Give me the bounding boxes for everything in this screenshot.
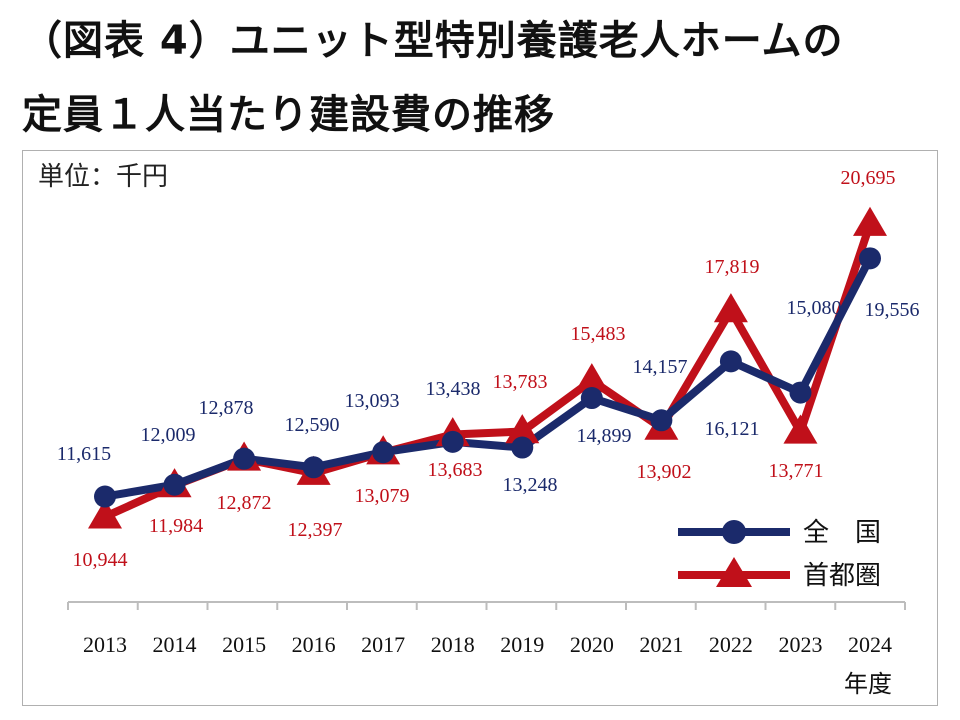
data-label-metro-2020: 15,483 (571, 323, 626, 345)
data-label-metro-2018: 13,683 (428, 459, 483, 481)
chart-frame (22, 150, 938, 706)
data-label-national-2020: 14,899 (577, 425, 632, 447)
marker-national-2024 (859, 247, 881, 270)
x-axis-title: 年度 (844, 670, 892, 698)
marker-metro-2019 (505, 414, 540, 444)
legend-label-1: 首都圏 (803, 561, 881, 591)
data-label-metro-2014: 11,984 (149, 515, 203, 537)
data-label-national-2024: 19,556 (865, 299, 920, 321)
marker-metro-2020 (574, 363, 609, 393)
x-tick-label-2019: 2019 (500, 632, 544, 657)
x-tick-label-2016: 2016 (292, 632, 336, 657)
x-axis: 2013 2014 2015 2016 2017 2018 2019 2020 2021 2022… (67, 601, 906, 698)
data-label-national-2021: 14,157 (633, 356, 688, 378)
data-label-national-2018: 13,438 (426, 378, 481, 400)
data-label-metro-2013: 10,944 (73, 549, 128, 571)
marker-national-2023 (789, 381, 812, 404)
marker-national-2022 (719, 350, 742, 373)
data-label-metro-2022: 17,819 (705, 256, 760, 278)
data-label-national-2015: 12,878 (199, 397, 254, 419)
marker-national-2017 (372, 441, 395, 464)
marker-national-2021 (650, 409, 673, 432)
x-tick-label-2018: 2018 (431, 632, 475, 657)
chart-title-line-1: （図表 4）ユニット型特別養護老人ホームの (22, 18, 844, 64)
data-label-metro-2019: 13,783 (493, 371, 548, 393)
data-label-national-2023: 15,080 (787, 297, 842, 319)
data-label-metro-2023: 13,771 (769, 460, 824, 482)
x-tick-label-2024: 2024 (848, 632, 892, 657)
data-label-national-2017: 13,093 (345, 390, 400, 412)
data-label-metro-2017: 13,079 (355, 485, 410, 507)
marker-national-2014 (163, 473, 186, 496)
x-tick-label-2020: 2020 (570, 632, 614, 657)
x-tick-label-2013: 2013 (83, 632, 127, 657)
chart-title-line-2: 定員１人当たり建設費の推移 (22, 92, 555, 138)
data-label-metro-2024: 20,695 (841, 167, 896, 189)
marker-national-2016 (302, 456, 325, 479)
legend-label-0: 全 国 (803, 518, 881, 548)
marker-national-2013 (94, 485, 116, 508)
marker-national-2018 (441, 430, 464, 453)
x-tick-label-2015: 2015 (222, 632, 266, 657)
series-line-0 (104, 256, 874, 501)
marker-metro-2013 (88, 499, 122, 529)
x-tick-label-2021: 2021 (639, 632, 683, 657)
marker-national-2020 (580, 387, 603, 410)
data-label-national-2016: 12,590 (285, 414, 340, 436)
marker-metro-2023 (783, 414, 818, 444)
data-label-national-2019: 13,248 (503, 474, 558, 496)
x-tick-label-2023: 2023 (778, 632, 822, 657)
legend-marker-national (722, 520, 746, 544)
data-label-metro-2015: 12,872 (217, 492, 272, 514)
marker-national-2019 (511, 436, 534, 459)
x-tick-label-2022: 2022 (709, 632, 753, 657)
data-label-metro-2016: 12,397 (288, 519, 343, 541)
marker-metro-2022 (713, 293, 748, 323)
marker-metro-2024 (853, 206, 887, 236)
x-tick-label-2014: 2014 (153, 632, 197, 657)
data-label-metro-2021: 13,902 (637, 461, 692, 483)
unit-label: 単位：千円 (38, 162, 169, 192)
data-label-national-2022: 16,121 (705, 418, 760, 440)
data-label-national-2013: 11,615 (57, 443, 111, 465)
series-lines (88, 206, 887, 529)
x-tick-label-2017: 2017 (361, 632, 405, 657)
legend-marker-metro (716, 557, 752, 587)
data-label-national-2014: 12,009 (141, 424, 196, 446)
marker-national-2015 (233, 447, 256, 470)
